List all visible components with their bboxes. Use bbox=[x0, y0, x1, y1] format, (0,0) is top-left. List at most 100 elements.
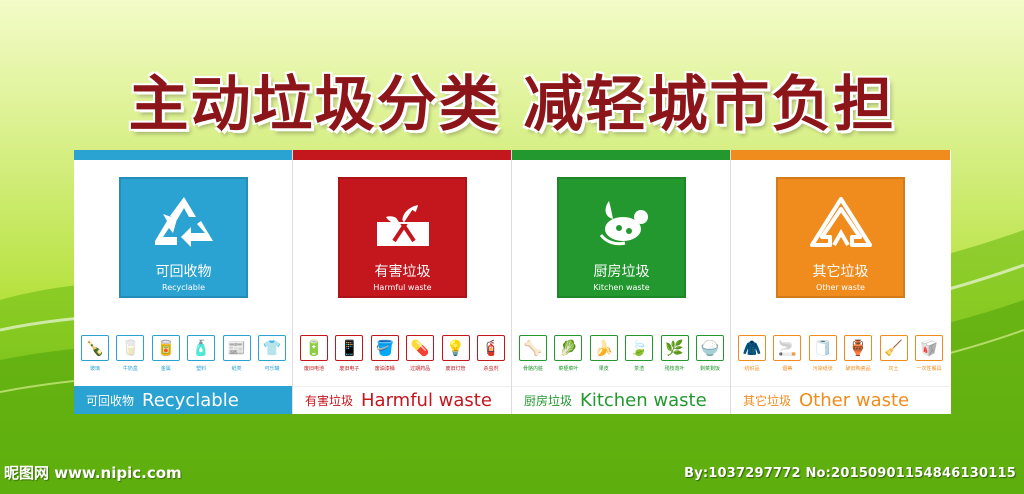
bin-recyclable: 可回收物 Recyclable 🍾 玻璃 🥛 牛奶盒 🥫 金属 🧴 塑料 📰 纸类 👕 可乐罐 可回收物 Re… bbox=[74, 150, 293, 414]
example-item-label: 金属 bbox=[160, 366, 171, 372]
example-items-row: 🍾 玻璃 🥛 牛奶盒 🥫 金属 🧴 塑料 📰 纸类 👕 可乐罐 bbox=[80, 335, 287, 372]
bone-icon: 🦴 bbox=[519, 335, 547, 361]
band-label-cn: 厨房垃圾 bbox=[524, 394, 573, 408]
example-item-label: 废旧电子 bbox=[339, 366, 360, 372]
example-item: 🧹 灰土 bbox=[879, 335, 909, 372]
bin-label-panel: 有害垃圾 Harmful waste bbox=[338, 177, 467, 298]
example-item-label: 破旧陶瓷品 bbox=[845, 366, 871, 372]
example-item-label: 残枝落叶 bbox=[664, 366, 685, 372]
bin-category-cn: 有害垃圾 bbox=[374, 264, 431, 280]
plant-icon: 🌿 bbox=[660, 335, 689, 361]
paper-stack-icon: 📰 bbox=[222, 335, 251, 361]
spray-icon: 🧯 bbox=[476, 335, 505, 361]
example-item: 🍌 果皮 bbox=[589, 335, 619, 372]
example-item-label: 灰土 bbox=[888, 366, 899, 372]
example-item: 🧥 纺织品 bbox=[737, 335, 767, 372]
example-item: 🔋 废旧电池 bbox=[299, 335, 329, 372]
example-item: 📰 纸类 bbox=[222, 335, 252, 372]
band-label-cn: 可回收物 bbox=[86, 393, 135, 408]
other-triangle-icon bbox=[808, 179, 874, 253]
bin-harmful: 有害垃圾 Harmful waste 🔋 废旧电池 📱 废旧电子 🪣 废油漆桶 💊 过期药品 💡 废旧… bbox=[293, 150, 512, 414]
example-item: 🧻 污染纸张 bbox=[808, 335, 838, 372]
band-label-en: Harmful waste bbox=[361, 390, 492, 411]
example-item: 🥡 一次性餐具 bbox=[914, 335, 944, 372]
example-item: 💊 过期药品 bbox=[405, 335, 435, 372]
bin-category-en: Harmful waste bbox=[373, 283, 432, 292]
example-item: 🍾 玻璃 bbox=[80, 335, 110, 372]
battery-icon: 🔋 bbox=[300, 335, 328, 361]
watermark-right: By:1037297772 No:20150901154846130115 bbox=[684, 466, 1016, 481]
bin-label-panel: 可回收物 Recyclable bbox=[119, 177, 248, 298]
example-item-label: 一次性餐具 bbox=[916, 366, 942, 372]
band-label-en: Recyclable bbox=[142, 389, 239, 411]
example-item-label: 废油漆桶 bbox=[374, 366, 395, 372]
phone-icon: 📱 bbox=[335, 335, 364, 361]
paint-bucket-icon: 🪣 bbox=[370, 335, 399, 361]
bin-bottom-band: 厨房垃圾 Kitchen waste bbox=[512, 386, 730, 414]
kitchen-food-icon bbox=[589, 179, 655, 253]
recycle-icon bbox=[151, 179, 217, 253]
bin-category-en: Other waste bbox=[816, 283, 865, 292]
example-item: 🌿 残枝落叶 bbox=[660, 335, 690, 372]
example-item-label: 骨骼内脏 bbox=[522, 366, 543, 372]
lamp-icon: 💡 bbox=[441, 335, 470, 361]
example-item: 👕 可乐罐 bbox=[257, 335, 287, 372]
fruit-peel-icon: 🍌 bbox=[589, 335, 618, 361]
cloth-icon: 👕 bbox=[257, 335, 286, 361]
bin-color-strip bbox=[74, 150, 292, 160]
example-item-label: 污染纸张 bbox=[812, 366, 833, 372]
bin-color-strip bbox=[731, 150, 950, 160]
ceramic-icon: 🏺 bbox=[844, 335, 873, 361]
example-item-label: 玻璃 bbox=[89, 366, 100, 372]
band-label-en: Kitchen waste bbox=[580, 390, 707, 411]
example-item-label: 废旧灯管 bbox=[445, 366, 466, 372]
example-item-label: 可乐罐 bbox=[264, 366, 280, 372]
bin-bottom-band: 其它垃圾 Other waste bbox=[731, 386, 950, 414]
harmful-plant-icon bbox=[370, 179, 436, 253]
example-item-label: 塑料 bbox=[196, 366, 207, 372]
example-item: 🏺 破旧陶瓷品 bbox=[843, 335, 873, 372]
band-label-cn: 其它垃圾 bbox=[743, 394, 792, 408]
example-items-row: 🧥 纺织品 🚬 烟蒂 🧻 污染纸张 🏺 破旧陶瓷品 🧹 灰土 🥡 一次性餐具 bbox=[737, 335, 944, 372]
example-item: 🥬 菜梗菜叶 bbox=[553, 335, 583, 372]
bin-category-cn: 其它垃圾 bbox=[812, 264, 869, 280]
example-item: 🧴 塑料 bbox=[186, 335, 216, 372]
glass-bottle-icon: 🍾 bbox=[81, 335, 109, 361]
example-item: 🚬 烟蒂 bbox=[772, 335, 802, 372]
medicine-icon: 💊 bbox=[406, 335, 435, 361]
rice-bowl-icon: 🍚 bbox=[695, 335, 724, 361]
example-item-label: 杀虫剂 bbox=[483, 366, 499, 372]
example-item-label: 过期药品 bbox=[410, 366, 431, 372]
cigarette-icon: 🚬 bbox=[773, 335, 802, 361]
tissue-icon: 🧻 bbox=[808, 335, 837, 361]
bin-color-strip bbox=[512, 150, 730, 160]
band-label-cn: 有害垃圾 bbox=[305, 394, 354, 408]
watermark-left: 昵图网 www.nipic.com bbox=[4, 464, 182, 482]
bin-other: 其它垃圾 Other waste 🧥 纺织品 🚬 烟蒂 🧻 污染纸张 🏺 破旧陶瓷品 🧹 灰土 🥡 一次性… bbox=[731, 150, 950, 414]
bin-kitchen: 厨房垃圾 Kitchen waste 🦴 骨骼内脏 🥬 菜梗菜叶 🍌 果皮 🍃 茶渣 🌿 残枝落叶 🍚 剩… bbox=[512, 150, 731, 414]
bin-category-en: Recyclable bbox=[162, 283, 205, 292]
example-item: 🧯 杀虫剂 bbox=[476, 335, 506, 372]
example-item-label: 纸类 bbox=[231, 366, 242, 372]
bin-label-panel: 其它垃圾 Other waste bbox=[776, 177, 905, 298]
example-item: 🪣 废油漆桶 bbox=[370, 335, 400, 372]
example-item-label: 茶渣 bbox=[634, 366, 645, 372]
example-item: 💡 废旧灯管 bbox=[441, 335, 471, 372]
example-item-label: 果皮 bbox=[598, 366, 609, 372]
example-item: 🍃 茶渣 bbox=[624, 335, 654, 372]
bin-bottom-band: 可回收物 Recyclable bbox=[74, 386, 292, 414]
bin-bottom-band: 有害垃圾 Harmful waste bbox=[293, 386, 511, 414]
milk-carton-icon: 🥛 bbox=[116, 335, 145, 361]
example-item-label: 废旧电池 bbox=[303, 366, 324, 372]
example-item-label: 纺织品 bbox=[744, 366, 760, 372]
metal-can-icon: 🥫 bbox=[151, 335, 180, 361]
example-item-label: 烟蒂 bbox=[782, 366, 793, 372]
example-item-label: 牛奶盒 bbox=[122, 366, 138, 372]
vegetable-icon: 🥬 bbox=[554, 335, 583, 361]
bin-row: 可回收物 Recyclable 🍾 玻璃 🥛 牛奶盒 🥫 金属 🧴 塑料 📰 纸类 👕 可乐罐 可回收物 Re… bbox=[74, 150, 951, 414]
example-item-label: 剩菜剩饭 bbox=[699, 366, 720, 372]
tableware-icon: 🥡 bbox=[914, 335, 943, 361]
example-item: 📱 废旧电子 bbox=[334, 335, 364, 372]
bin-category-en: Kitchen waste bbox=[593, 283, 650, 292]
